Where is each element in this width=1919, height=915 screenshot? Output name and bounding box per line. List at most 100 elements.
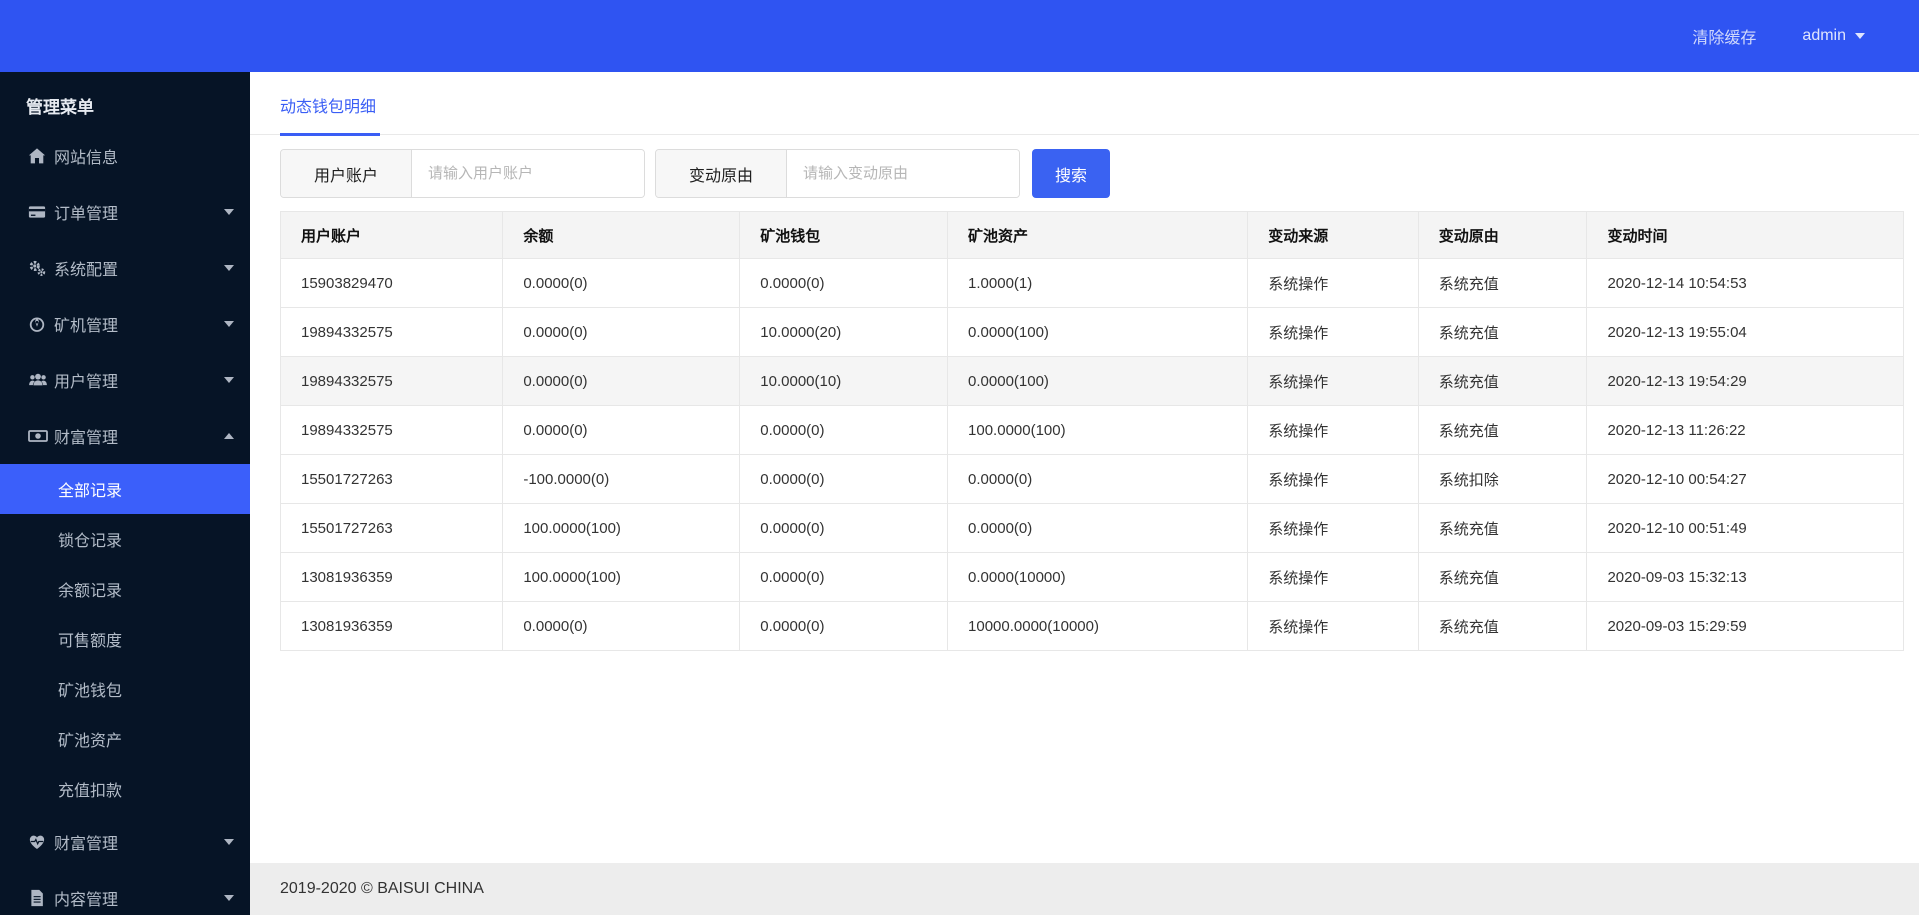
table-cell: 系统操作 <box>1247 601 1419 651</box>
table-header-cell: 用户账户 <box>279 211 504 259</box>
table-cell: 系统操作 <box>1247 454 1419 504</box>
table-cell: 系统充值 <box>1417 601 1588 651</box>
table-cell: 15501727263 <box>279 503 504 553</box>
table-row: 13081936359 0.0000(0) 0.0000(0) 10000.0000(… <box>279 601 1904 651</box>
table-cell: 0.0000(0) <box>739 503 949 553</box>
table-header-cell: 变动原由 <box>1417 211 1588 259</box>
sidebar-item[interactable]: 财富管理 <box>0 408 250 464</box>
sidebar-item-label: 财富管理 <box>54 430 119 447</box>
clear-cache-link[interactable]: 清除缓存 <box>1692 30 1757 47</box>
heartbeat-icon <box>28 833 54 851</box>
filter-group: 变动原由 <box>655 149 1020 198</box>
caret-down-icon <box>1855 33 1865 39</box>
table-cell: 15501727263 <box>279 454 504 504</box>
gears-icon <box>28 259 54 277</box>
sidebar-subitem[interactable]: 可售额度 <box>58 633 123 650</box>
table-header-cell: 余额 <box>502 211 741 259</box>
chevron-down-icon <box>224 321 234 327</box>
table-cell: 0.0000(0) <box>739 405 949 455</box>
sidebar-item-label: 网站信息 <box>54 150 119 167</box>
table-cell: 系统充值 <box>1417 307 1588 357</box>
table-cell: 系统操作 <box>1247 503 1419 553</box>
copyright-text: 2019-2020 © BAISUI CHINA <box>280 880 484 897</box>
table-cell: 0.0000(0) <box>739 258 949 308</box>
table-cell: 10000.0000(10000) <box>947 601 1249 651</box>
sidebar-item[interactable]: 矿机管理 <box>0 296 250 352</box>
table-cell: 0.0000(0) <box>502 405 741 455</box>
chevron-down-icon <box>224 265 234 271</box>
filter-input[interactable] <box>787 150 1019 197</box>
sidebar-item[interactable]: 订单管理 <box>0 184 250 240</box>
table-row: 15903829470 0.0000(0) 0.0000(0) 1.0000(1) 系统… <box>279 258 1904 308</box>
table-cell: 系统操作 <box>1247 307 1419 357</box>
table-cell: 0.0000(0) <box>947 454 1249 504</box>
sidebar-item-label: 内容管理 <box>54 892 119 909</box>
table-cell: 100.0000(100) <box>502 552 741 602</box>
sidebar-item[interactable]: 用户管理 <box>0 352 250 408</box>
table-cell: 系统充值 <box>1417 356 1588 406</box>
content-spacer <box>250 651 1919 863</box>
sidebar-item[interactable]: 财富管理 <box>0 814 250 870</box>
file-icon <box>28 889 54 907</box>
sidebar-subitem[interactable]: 充值扣款 <box>58 783 123 800</box>
miner-icon <box>28 315 54 333</box>
sidebar-subitem[interactable]: 余额记录 <box>58 583 123 600</box>
table-header-cell: 矿池资产 <box>947 211 1249 259</box>
table-cell: 19894332575 <box>279 356 504 406</box>
table-cell: 0.0000(0) <box>947 503 1249 553</box>
sidebar-subitem[interactable]: 全部记录 <box>0 464 250 514</box>
filterbar: 用户账户 变动原由 搜索 <box>280 149 1904 198</box>
table-cell: 系统充值 <box>1417 405 1588 455</box>
sidebar-item[interactable]: 内容管理 <box>0 870 250 915</box>
table-cell: 2020-12-10 00:54:27 <box>1586 454 1904 504</box>
table-cell: 2020-12-13 19:54:29 <box>1586 356 1904 406</box>
sidebar-item[interactable]: 系统配置 <box>0 240 250 296</box>
table-cell: 19894332575 <box>279 405 504 455</box>
table-cell: 0.0000(0) <box>502 307 741 357</box>
sidebar-menu: 网站信息 订单管理 系统配置 矿机管理 用户管理 财富管理 全部记录 锁仓记录 余额记录 可售额度… <box>0 128 250 915</box>
table-cell: 0.0000(100) <box>947 356 1249 406</box>
table-cell: 0.0000(0) <box>502 356 741 406</box>
table-cell: 0.0000(0) <box>739 552 949 602</box>
table-cell: 2020-12-10 00:51:49 <box>1586 503 1904 553</box>
username-label: admin <box>1802 27 1846 44</box>
sidebar-subitem[interactable]: 锁仓记录 <box>58 533 123 550</box>
sidebar-item-label: 用户管理 <box>54 374 119 391</box>
table-cell: 0.0000(0) <box>739 454 949 504</box>
user-menu[interactable]: admin <box>1802 27 1865 45</box>
table-cell: 0.0000(0) <box>739 601 949 651</box>
sidebar-item[interactable]: 网站信息 <box>0 128 250 184</box>
chevron-up-icon <box>224 433 234 439</box>
sidebar-submenu: 全部记录锁仓记录余额记录可售额度矿池钱包矿池资产充值扣款 <box>0 464 250 814</box>
table-row: 19894332575 0.0000(0) 10.0000(20) 0.0000(10… <box>279 307 1904 357</box>
chevron-down-icon <box>224 209 234 215</box>
table-cell: 系统操作 <box>1247 552 1419 602</box>
table-header-cell: 矿池钱包 <box>739 211 949 259</box>
search-button[interactable]: 搜索 <box>1032 149 1110 198</box>
sidebar-subitem[interactable]: 矿池资产 <box>58 733 123 750</box>
sidebar-subitem[interactable]: 矿池钱包 <box>58 683 123 700</box>
table-row: 19894332575 0.0000(0) 10.0000(10) 0.0000(10… <box>279 356 1904 406</box>
table-cell: 100.0000(100) <box>947 405 1249 455</box>
records-table-wrap: 用户账户 余额 矿池钱包 矿池资产 变动来源 变动原由 变动时间 15903829470 0.… <box>279 211 1904 651</box>
table-cell: 系统操作 <box>1247 405 1419 455</box>
table-cell: 系统扣除 <box>1417 454 1588 504</box>
table-cell: 2020-12-13 19:55:04 <box>1586 307 1904 357</box>
filter-input[interactable] <box>412 150 644 197</box>
table-cell: 13081936359 <box>279 601 504 651</box>
footer: 2019-2020 © BAISUI CHINA <box>250 863 1919 915</box>
table-cell: 系统操作 <box>1247 258 1419 308</box>
sidebar-item-label: 订单管理 <box>54 206 119 223</box>
users-icon <box>28 371 54 389</box>
table-cell: 0.0000(0) <box>502 258 741 308</box>
table-cell: 15903829470 <box>279 258 504 308</box>
table-cell: 系统充值 <box>1417 258 1588 308</box>
table-header-row: 用户账户 余额 矿池钱包 矿池资产 变动来源 变动原由 变动时间 <box>279 211 1904 259</box>
topbar: 清除缓存 admin <box>0 0 1919 72</box>
sidebar-item-label: 系统配置 <box>54 262 119 279</box>
table-cell: 10.0000(20) <box>739 307 949 357</box>
table-row: 15501727263 -100.0000(0) 0.0000(0) 0.0000(0… <box>279 454 1904 504</box>
tab-dynamic-wallet-details[interactable]: 动态钱包明细 <box>280 93 381 136</box>
table-cell: 0.0000(10000) <box>947 552 1249 602</box>
table-cell: 0.0000(100) <box>947 307 1249 357</box>
